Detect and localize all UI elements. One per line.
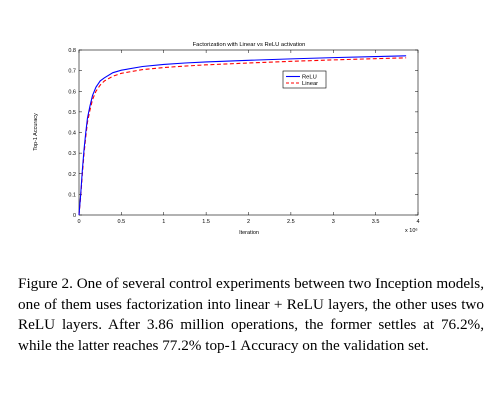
x-tick-label: 0 xyxy=(77,219,80,225)
accuracy-line-chart: Factorization with Linear vs ReLU activa… xyxy=(33,42,420,236)
x-tick-label: 2 xyxy=(247,219,250,225)
chart-title: Factorization with Linear vs ReLU activa… xyxy=(193,42,306,48)
x-axis-label: Iteration xyxy=(239,230,259,236)
y-tick-label: 0.6 xyxy=(68,89,76,95)
x-tick-label: 4 xyxy=(416,219,419,225)
figure: Factorization with Linear vs ReLU activa… xyxy=(33,42,420,236)
series-line-linear xyxy=(78,57,407,216)
y-tick-label: 0.5 xyxy=(68,110,76,116)
y-tick-label: 0.1 xyxy=(68,192,76,198)
plot-frame xyxy=(78,49,419,216)
legend-label-relu: ReLU xyxy=(302,75,317,81)
figure-caption: Figure 2. One of several control experim… xyxy=(18,275,484,354)
y-axis-label: Top-1 Accuracy xyxy=(33,113,39,151)
x-tick-label: 2.5 xyxy=(287,219,295,225)
y-tick-label: 0 xyxy=(73,213,76,219)
y-tick-label: 0.4 xyxy=(68,131,76,137)
y-tick-label: 0.8 xyxy=(68,48,76,54)
legend-label-linear: Linear xyxy=(302,81,318,87)
series-line-relu xyxy=(78,55,407,216)
y-tick-label: 0.2 xyxy=(68,172,76,178)
x-tick-label: 1 xyxy=(162,219,165,225)
x-tick-label: 0.5 xyxy=(118,219,126,225)
x-tick-label: 3.5 xyxy=(372,219,380,225)
x-tick-label: 3 xyxy=(332,219,335,225)
y-tick-label: 0.3 xyxy=(68,151,76,157)
x-tick-label: 1.5 xyxy=(202,219,210,225)
y-tick-label: 0.7 xyxy=(68,69,76,75)
legend-box xyxy=(282,70,327,89)
plot-area: 0 0.5 1 1.5 2 2.5 3 3.5 4 0 0.1 0.2 0.3 0.4 0.5 0.6 0.7 0… xyxy=(68,48,419,225)
x-axis-multiplier: x 10⁶ xyxy=(405,227,418,234)
